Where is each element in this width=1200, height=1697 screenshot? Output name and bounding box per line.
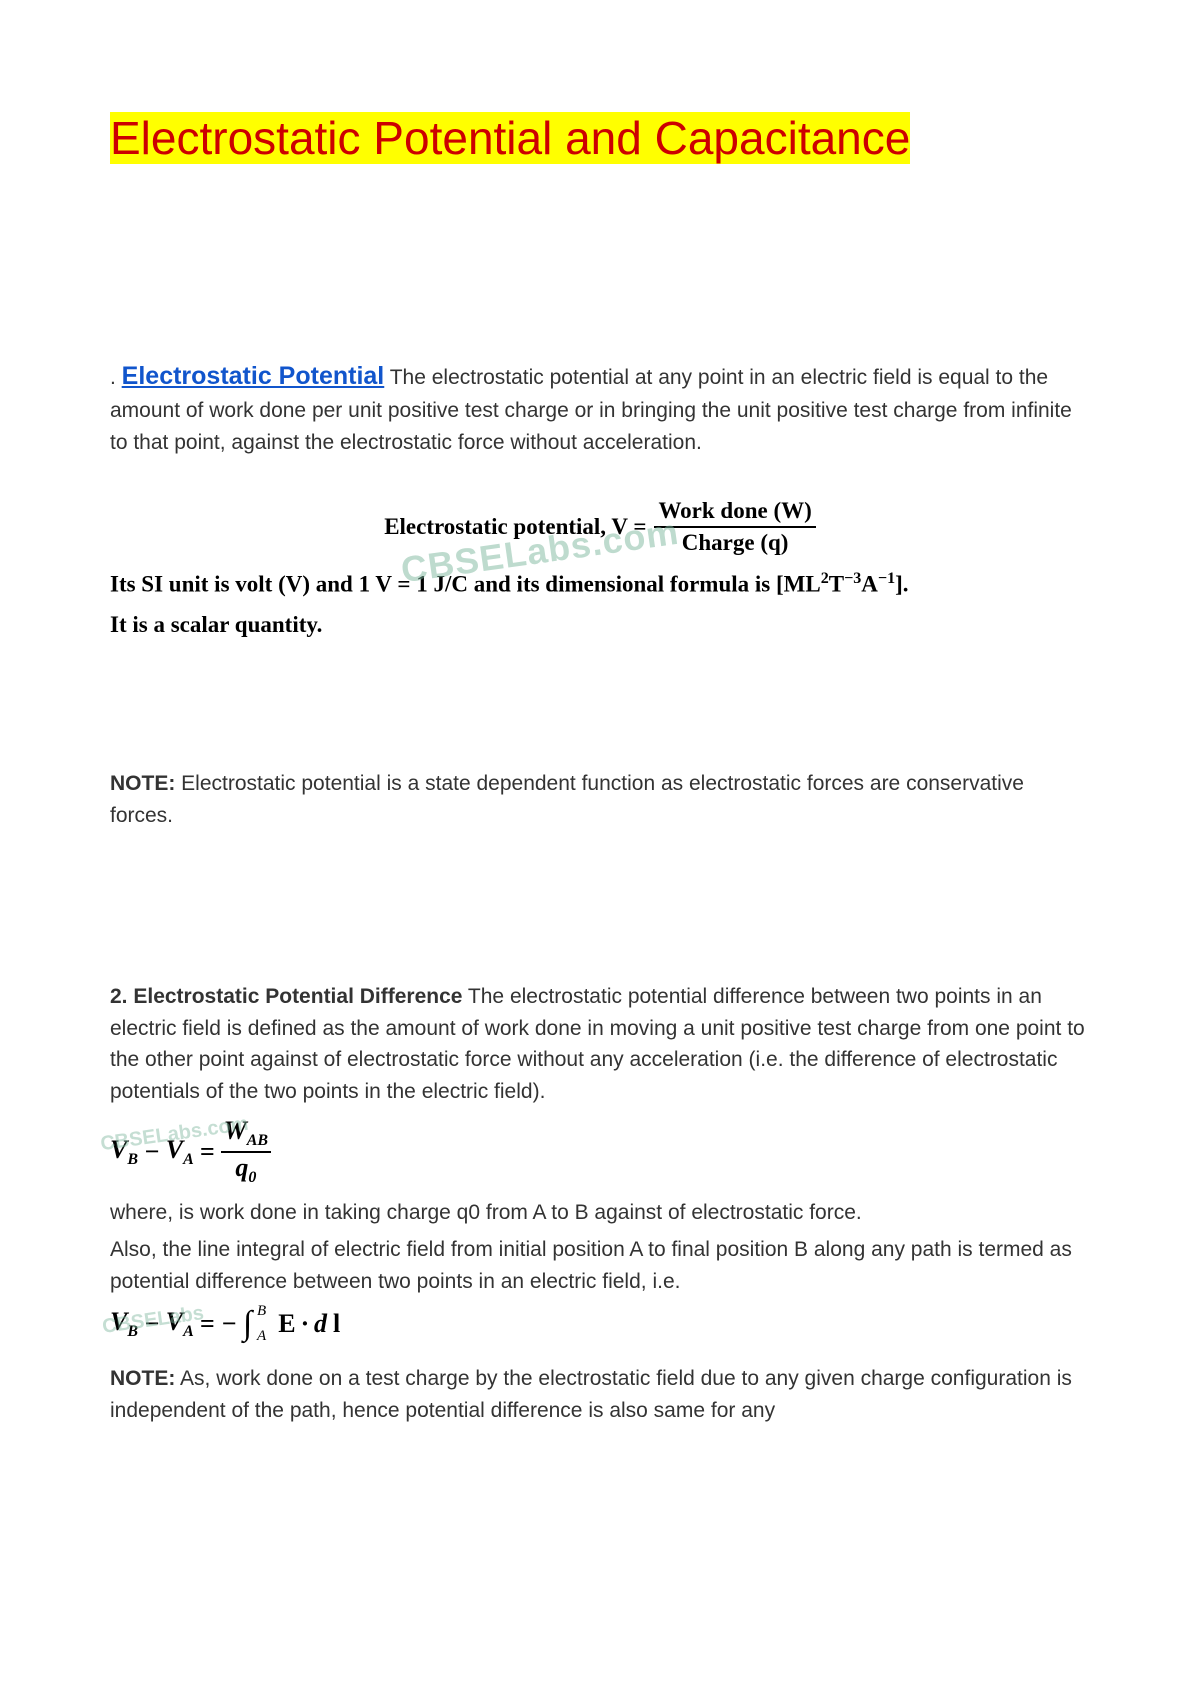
si-exp3: −1 <box>878 570 895 587</box>
formula-1-numerator: Work done (W) <box>654 498 815 528</box>
bullet-dot: . <box>110 366 122 389</box>
eq3-d: d <box>314 1309 327 1339</box>
eq3-integral: ∫ B A <box>243 1305 252 1343</box>
after-eq2-line1: where, is work done in taking charge q0 … <box>110 1197 1090 1229</box>
after-eq2-line2: Also, the line integral of electric fiel… <box>110 1234 1090 1297</box>
eq3-vb: VB <box>110 1307 138 1341</box>
equation-3: CBSELabs VB − VA = − ∫ B A E · dl <box>110 1305 1090 1343</box>
document-page: Electrostatic Potential and Capacitance … <box>0 0 1200 1426</box>
equation-2: CBSELabs.com VB − VA = WAB q0 <box>110 1117 1090 1187</box>
eq3-va: VA <box>166 1307 194 1341</box>
note-2-text: As, work done on a test charge by the el… <box>110 1367 1072 1422</box>
formula-1-denominator: Charge (q) <box>682 528 789 556</box>
section-1: . Electrostatic Potential The electrosta… <box>110 358 1090 459</box>
title-wrap: Electrostatic Potential and Capacitance <box>110 110 1090 168</box>
formula-1: Electrostatic potential, V = Work done (… <box>384 498 816 557</box>
formula-1-lhs: Electrostatic potential, V = <box>384 514 646 540</box>
eq2-num: WAB <box>221 1117 271 1153</box>
note-2: NOTE: As, work done on a test charge by … <box>110 1363 1090 1426</box>
eq3-equals: = − <box>200 1309 237 1339</box>
si-exp2: −3 <box>844 570 861 587</box>
eq2-den: q0 <box>235 1153 256 1187</box>
eq3-dot: · <box>302 1309 309 1339</box>
note-1: NOTE: Electrostatic potential is a state… <box>110 768 1090 831</box>
section-1-heading-link[interactable]: Electrostatic Potential <box>122 362 385 390</box>
si-prefix: Its SI unit is volt (V) and 1 V = 1 J/C … <box>110 572 821 597</box>
section-2-heading: 2. Electrostatic Potential Difference <box>110 985 462 1008</box>
eq2-minus: − <box>144 1137 160 1167</box>
eq2-equals: = <box>200 1137 215 1167</box>
eq3-upper: B <box>257 1303 266 1320</box>
si-mid1: T <box>829 572 844 597</box>
si-unit-line: Its SI unit is volt (V) and 1 V = 1 J/C … <box>110 567 1090 602</box>
page-title: Electrostatic Potential and Capacitance <box>110 112 910 164</box>
eq3-lower: A <box>257 1328 266 1345</box>
note-1-text: Electrostatic potential is a state depen… <box>110 772 1024 827</box>
eq2-vb: VB <box>110 1135 138 1169</box>
formula-block-1: CBSELabs.com Electrostatic potential, V … <box>110 498 1090 557</box>
note-1-label: NOTE: <box>110 772 175 795</box>
eq2-va: VA <box>166 1135 194 1169</box>
eq3-minus: − <box>144 1309 160 1339</box>
eq3-E: E <box>278 1309 295 1339</box>
si-mid2: A <box>861 572 878 597</box>
eq3-l: l <box>333 1309 340 1339</box>
si-exp1: 2 <box>821 570 829 587</box>
scalar-line: It is a scalar quantity. <box>110 612 1090 638</box>
eq2-fraction: WAB q0 <box>221 1117 271 1187</box>
si-suffix: ]. <box>895 572 908 597</box>
formula-1-fraction: Work done (W) Charge (q) <box>654 498 815 557</box>
section-2: 2. Electrostatic Potential Difference Th… <box>110 981 1090 1107</box>
note-2-label: NOTE: <box>110 1367 175 1390</box>
